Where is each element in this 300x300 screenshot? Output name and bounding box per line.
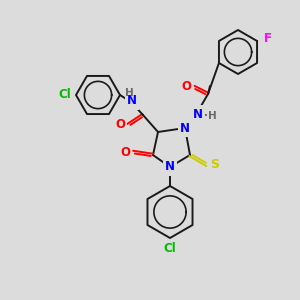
Text: F: F xyxy=(264,32,272,44)
Text: H: H xyxy=(124,88,134,98)
Text: ·H: ·H xyxy=(204,111,217,121)
Text: N: N xyxy=(165,160,175,173)
Text: N: N xyxy=(180,122,190,134)
Text: N: N xyxy=(193,107,203,121)
Text: N: N xyxy=(127,94,137,107)
Text: O: O xyxy=(120,146,130,158)
Text: O: O xyxy=(181,80,191,92)
Text: Cl: Cl xyxy=(164,242,176,256)
Text: S: S xyxy=(211,158,220,172)
Text: O: O xyxy=(115,118,125,131)
Text: Cl: Cl xyxy=(58,88,71,101)
